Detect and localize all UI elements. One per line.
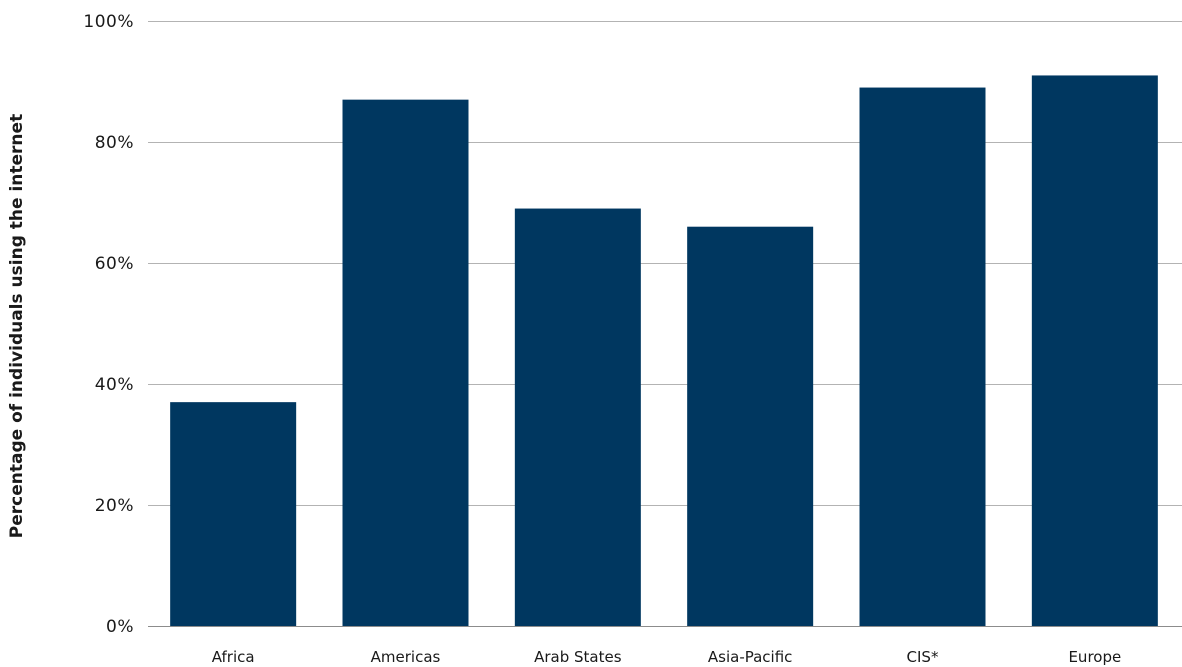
y-tick-label: 60% (95, 254, 134, 274)
y-tick-label: 80% (95, 133, 134, 153)
x-category-label: Europe (1068, 648, 1121, 666)
y-tick-label: 40% (95, 375, 134, 395)
x-category-label: Africa (212, 648, 255, 666)
bar-europe (1031, 75, 1158, 626)
bar-asia-pacific (687, 226, 814, 626)
y-tick-label: 0% (106, 617, 134, 637)
x-category-label: Asia-Pacific (708, 648, 793, 666)
y-tick-label: 100% (83, 12, 134, 32)
x-category-label: Arab States (534, 648, 622, 666)
gridlines (148, 21, 1182, 627)
bars (170, 75, 1158, 627)
x-axis-category-labels: Africa Americas Arab States Asia-Pacific CIS… (212, 648, 1121, 666)
y-axis-tick-labels: 0% 20% 40% 60% 80% 100% (83, 12, 134, 637)
bar-arab-states (514, 208, 641, 627)
bar-cis (859, 87, 986, 627)
bar-americas (342, 99, 469, 626)
bar-africa (170, 402, 297, 626)
y-tick-label: 20% (95, 496, 134, 516)
y-axis-title: Percentage of individuals using the inte… (7, 114, 27, 538)
x-category-label: CIS* (907, 648, 939, 666)
x-category-label: Americas (371, 648, 441, 666)
